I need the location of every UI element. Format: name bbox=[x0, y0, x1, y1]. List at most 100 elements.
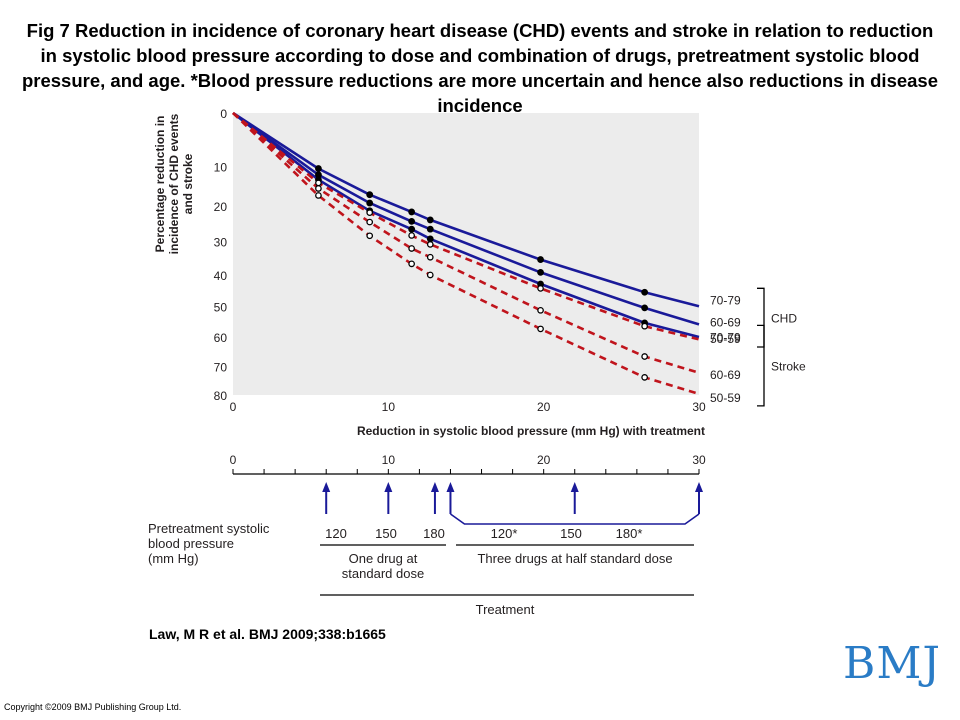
point-chd-70-79-2 bbox=[366, 191, 374, 199]
figure-title: Fig 7 Reduction in incidence of coronary… bbox=[21, 20, 939, 116]
point-stroke-70-79-3 bbox=[408, 232, 415, 239]
point-stroke-50-59-6 bbox=[641, 374, 648, 381]
point-chd-70-79-4 bbox=[426, 216, 434, 224]
x-tick-label-10: 10 bbox=[382, 400, 396, 414]
legend-label-chd-50-59: 50-59 bbox=[710, 332, 741, 346]
x-tick-label-30: 30 bbox=[692, 400, 706, 414]
arrow-connector bbox=[450, 513, 700, 525]
point-stroke-50-59-3 bbox=[408, 260, 415, 268]
point-stroke-70-79-6 bbox=[641, 322, 648, 330]
legend-label-stroke-70-79: 70-79 bbox=[710, 330, 741, 344]
lower-tick-label-10: 10 bbox=[382, 453, 396, 467]
citation: Law, M R et al. BMJ 2009;338:b1665 bbox=[149, 626, 386, 642]
treatment-label: Treatment bbox=[476, 602, 535, 617]
point-stroke-70-79-1 bbox=[315, 179, 322, 187]
y-tick-label-40: 40 bbox=[214, 269, 228, 283]
series-points bbox=[315, 165, 649, 381]
pressure-label-1: 150 bbox=[375, 526, 397, 541]
y-tick-label-80: 80 bbox=[214, 389, 228, 403]
point-chd-60-69-3 bbox=[408, 217, 416, 225]
point-chd-70-79-1 bbox=[315, 165, 322, 172]
lower-tick-label-30: 30 bbox=[692, 453, 706, 467]
legend-bracket-chd bbox=[757, 287, 765, 348]
point-chd-60-69-4 bbox=[426, 225, 434, 233]
x-axis-title: Reduction in systolic blood pressure (mm… bbox=[357, 424, 705, 438]
point-stroke-60-69-3 bbox=[408, 245, 415, 252]
legend-label-chd-70-79: 70-79 bbox=[710, 293, 741, 307]
legend-label-chd-60-69: 60-69 bbox=[710, 315, 741, 329]
lower-tick-label-0: 0 bbox=[230, 453, 237, 467]
point-stroke-70-79-4 bbox=[426, 241, 434, 248]
point-chd-50-59-4 bbox=[426, 235, 434, 243]
arrow-head-2 bbox=[430, 482, 439, 492]
y-axis-title-line-3: and stroke bbox=[181, 153, 195, 214]
treatment-group-one-drug-line-2: standard dose bbox=[342, 566, 424, 581]
y-tick-label-20: 20 bbox=[214, 200, 228, 214]
point-chd-70-79-6 bbox=[641, 288, 649, 296]
y-tick-label-10: 10 bbox=[214, 160, 228, 174]
point-stroke-60-69-2 bbox=[366, 218, 374, 226]
point-chd-60-69-5 bbox=[537, 268, 544, 276]
legend-label-stroke-60-69: 60-69 bbox=[710, 368, 741, 382]
point-chd-70-79-5 bbox=[537, 256, 544, 263]
point-stroke-70-79-2 bbox=[366, 209, 374, 217]
pretreatment-label-line-1: Pretreatment systolic bbox=[148, 521, 270, 536]
point-stroke-60-69-4 bbox=[426, 253, 434, 261]
point-stroke-60-69-6 bbox=[641, 353, 648, 360]
legend-group-chd: CHD bbox=[771, 312, 797, 326]
point-stroke-50-59-4 bbox=[426, 271, 434, 279]
legend-label-stroke-50-59: 50-59 bbox=[710, 391, 741, 405]
series-line-chd-60-69 bbox=[232, 111, 700, 326]
pressure-label-2: 180 bbox=[423, 526, 445, 541]
treatment-group-one-drug-line-1: One drug at bbox=[349, 551, 418, 566]
copyright-notice: Copyright ©2009 BMJ Publishing Group Ltd… bbox=[4, 702, 182, 712]
arrow-head-4 bbox=[570, 482, 579, 492]
pretreatment-label-line-2: blood pressure bbox=[148, 536, 234, 551]
y-axis-title-line-1: Percentage reduction in bbox=[153, 116, 167, 253]
point-chd-70-79-3 bbox=[408, 208, 416, 216]
pressure-label-5: 180* bbox=[616, 526, 643, 541]
series-lines bbox=[232, 111, 700, 396]
series-line-chd-50-59 bbox=[232, 111, 700, 339]
pretreatment-label: Pretreatment systolic blood pressure (mm H… bbox=[148, 521, 270, 566]
treatment-group-one-drug: One drug at standard dose bbox=[342, 551, 424, 581]
pressure-label-0: 120 bbox=[325, 526, 347, 541]
pressure-label-4: 150 bbox=[560, 526, 582, 541]
x-tick-label-20: 20 bbox=[537, 400, 551, 414]
point-chd-50-59-3 bbox=[408, 225, 416, 233]
y-axis-title-line-2: incidence of CHD events bbox=[167, 113, 181, 254]
arrow-head-3 bbox=[446, 482, 455, 492]
lower-tick-label-20: 20 bbox=[537, 453, 551, 467]
arrow-head-5 bbox=[695, 482, 703, 492]
series-line-stroke-60-69 bbox=[232, 112, 700, 375]
y-tick-label-60: 60 bbox=[214, 331, 228, 345]
point-stroke-60-69-1 bbox=[315, 185, 322, 192]
point-stroke-60-69-5 bbox=[537, 306, 544, 314]
series-line-stroke-50-59 bbox=[232, 112, 700, 396]
series-line-chd-70-79 bbox=[232, 111, 700, 308]
point-stroke-50-59-5 bbox=[537, 325, 544, 333]
y-tick-label-70: 70 bbox=[214, 360, 228, 374]
legend-bracket-stroke bbox=[757, 324, 765, 407]
treatment-axis: 0 10 20 30 120 150 180 120* 150 180* Pretreatment … bbox=[148, 453, 706, 617]
y-tick-label-30: 30 bbox=[214, 236, 228, 250]
treatment-group-three-drugs: Three drugs at half standard dose bbox=[477, 551, 672, 566]
point-stroke-50-59-2 bbox=[366, 232, 374, 240]
arrow-head-0 bbox=[322, 482, 331, 492]
y-tick-label-0: 0 bbox=[220, 107, 227, 121]
y-axis-title: Percentage reduction inincidence of CHD … bbox=[153, 113, 195, 254]
arrow-head-1 bbox=[384, 482, 393, 492]
point-stroke-70-79-5 bbox=[537, 285, 544, 292]
pretreatment-label-line-3: (mm Hg) bbox=[148, 551, 199, 566]
y-tick-label-50: 50 bbox=[214, 301, 228, 315]
x-tick-label-0: 0 bbox=[230, 400, 237, 414]
point-stroke-50-59-1 bbox=[315, 192, 322, 199]
legend-group-stroke: Stroke bbox=[771, 360, 806, 374]
series-line-stroke-70-79 bbox=[232, 111, 700, 341]
point-chd-60-69-2 bbox=[366, 199, 374, 207]
bmj-logo: BMJ bbox=[843, 638, 942, 689]
pressure-label-3: 120* bbox=[491, 526, 518, 541]
